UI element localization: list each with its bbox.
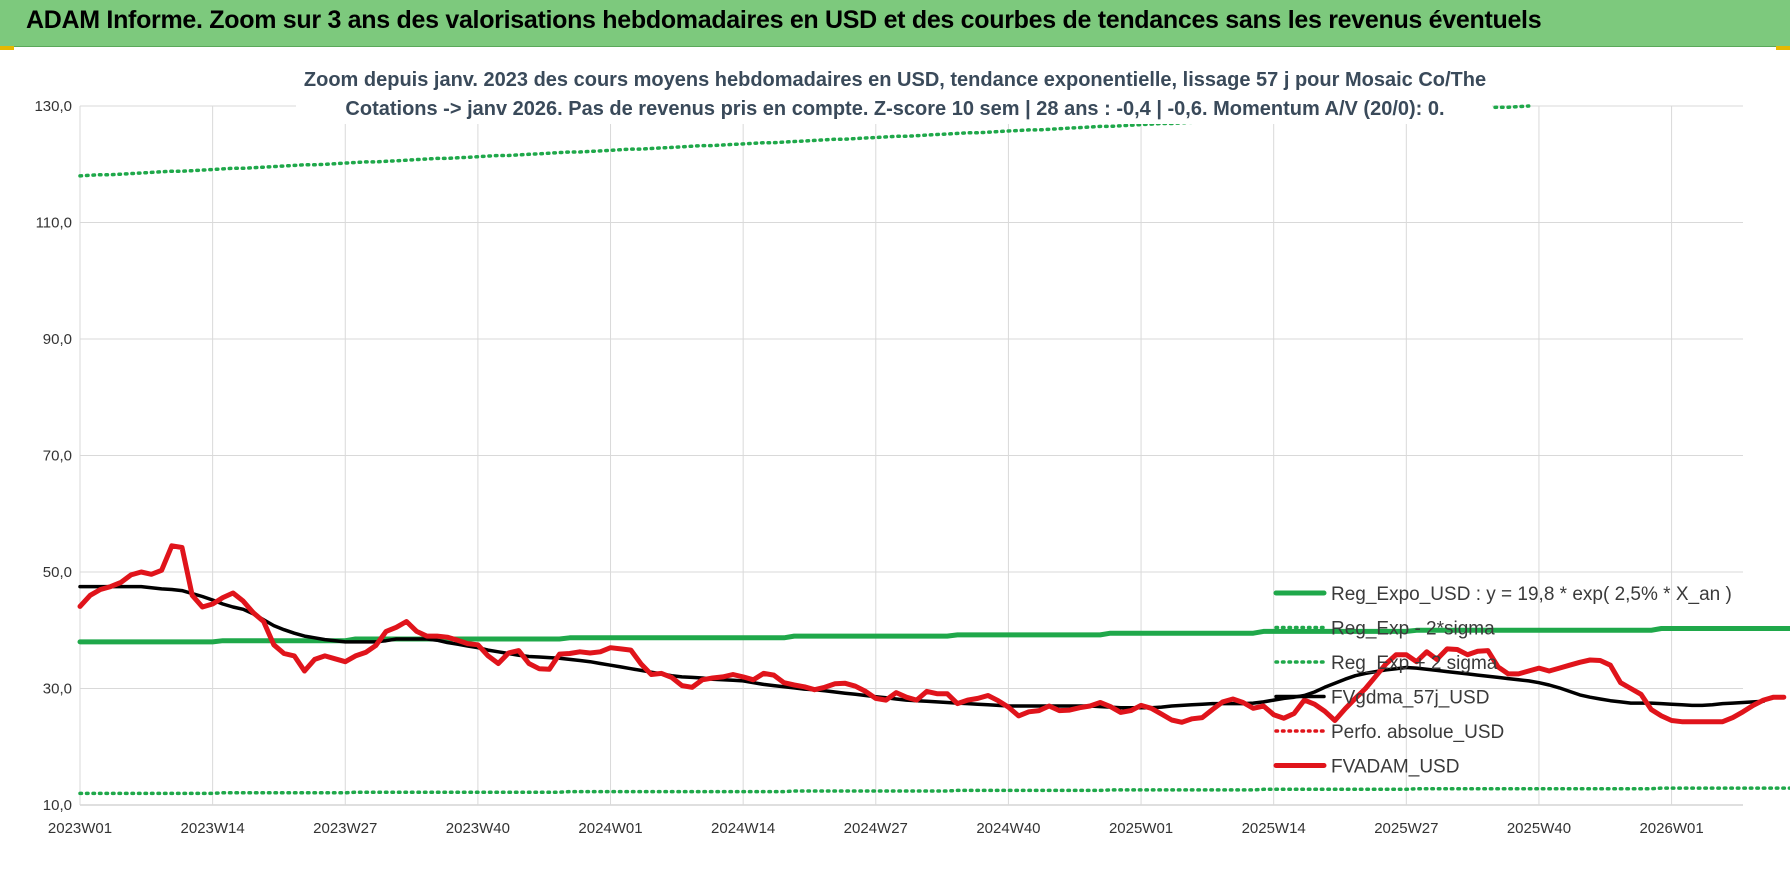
x-tick-label: 2023W01: [48, 820, 112, 837]
x-tick-label: 2024W40: [976, 820, 1040, 837]
x-tick-label: 2023W40: [446, 820, 510, 837]
series-line-reg-exp: [78, 786, 1790, 796]
subtitle-background: [296, 62, 1492, 124]
legend-label: Reg_Exp - 2*sigma: [1331, 619, 1495, 640]
x-tick-label: 2024W01: [578, 820, 642, 837]
legend-label: FVgdma_57j_USD: [1331, 688, 1489, 709]
x-tick-label: 2025W40: [1507, 820, 1571, 837]
legend-label: Perfo. absolue_USD: [1331, 722, 1504, 743]
series-line-fvadam-usd: [77, 543, 1787, 725]
x-tick-label: 2025W27: [1374, 820, 1438, 837]
y-tick-label: 130,0: [34, 98, 72, 115]
y-tick-label: 30,0: [43, 681, 72, 698]
series-line-reg-expo-usd: [77, 626, 1790, 645]
corner-marker-left: [0, 46, 14, 50]
header-bar: ADAM Informe. Zoom sur 3 ans des valoris…: [0, 0, 1790, 47]
x-tick-label: 2024W14: [711, 820, 775, 837]
chart-subtitle-line1: Zoom depuis janv. 2023 des cours moyens …: [304, 69, 1486, 91]
chart-subtitle-line2: Cotations -> janv 2026. Pas de revenus p…: [345, 98, 1444, 120]
y-tick-label: 10,0: [43, 797, 72, 814]
x-tick-label: 2026W01: [1639, 820, 1703, 837]
y-tick-label: 70,0: [43, 448, 72, 465]
y-tick-label: 110,0: [36, 215, 72, 232]
y-tick-label: 90,0: [43, 331, 72, 348]
corner-marker-right: [1776, 46, 1790, 50]
legend-label: Reg_Expo_USD : y = 19,8 * exp( 2,5% * X_…: [1331, 584, 1732, 605]
legend-label: Reg_Exp + 2 sigma: [1331, 653, 1498, 674]
x-tick-label: 2025W14: [1242, 820, 1306, 837]
x-tick-label: 2023W14: [181, 820, 245, 837]
y-tick-label: 50,0: [43, 564, 72, 581]
x-tick-label: 2025W01: [1109, 820, 1173, 837]
x-tick-label: 2023W27: [313, 820, 377, 837]
header-title: ADAM Informe. Zoom sur 3 ans des valoris…: [26, 6, 1542, 34]
series-line-fvgdma-57j-usd: [78, 584, 1766, 710]
legend-label: FVADAM_USD: [1331, 757, 1459, 778]
x-tick-label: 2024W27: [844, 820, 908, 837]
line-chart: 10,0 30,0 50,0 70,0 90,0 110,0 130,0 2023W01 202…: [34, 62, 1790, 837]
